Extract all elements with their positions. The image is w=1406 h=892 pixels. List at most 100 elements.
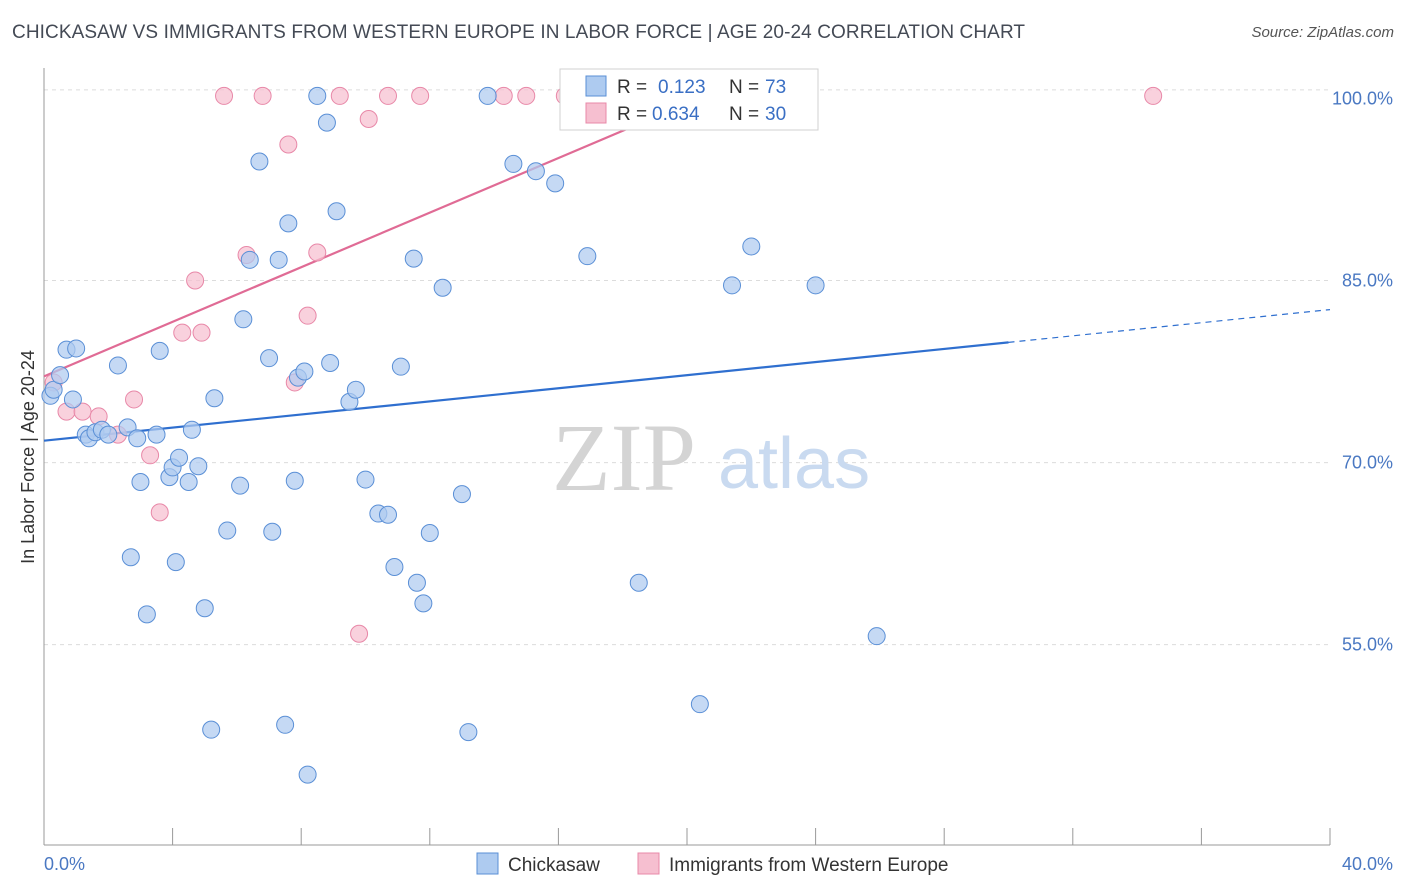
trend-line-0 [43, 341, 1009, 442]
point-0-39 [285, 471, 304, 490]
point-0-29 [218, 521, 237, 540]
legend-r-value-1: 0.123 [658, 77, 706, 98]
x-tick-label-0: 0.0% [44, 854, 85, 874]
point-0-18 [150, 341, 169, 360]
point-0-54 [404, 249, 423, 268]
point-0-55 [407, 573, 426, 592]
trend-lines [43, 88, 1331, 442]
point-0-58 [433, 278, 452, 297]
legend-swatch-chickasaw [585, 75, 607, 97]
point-0-42 [298, 765, 317, 784]
watermark: ZIP atlas [552, 404, 870, 511]
point-1-17 [308, 243, 327, 262]
point-0-13 [121, 548, 140, 567]
point-0-37 [276, 715, 295, 734]
point-0-57 [420, 523, 439, 542]
legend-r-label-1: R = [617, 77, 647, 98]
point-0-68 [690, 695, 709, 714]
series-legend-swatch-chickasaw [476, 852, 499, 875]
point-0-22 [170, 448, 189, 467]
legend-r-value-2: 0.634 [652, 104, 700, 125]
point-0-31 [234, 310, 253, 329]
data-points [41, 85, 1163, 784]
point-1-18 [330, 86, 349, 105]
point-0-28 [205, 389, 224, 408]
point-0-41 [295, 362, 314, 381]
point-0-25 [189, 457, 208, 476]
legend-swatch-immigrants [585, 102, 607, 124]
y-axis-title: In Labor Force | Age 20-24 [18, 350, 38, 564]
point-1-22 [411, 86, 430, 105]
point-0-5 [67, 339, 86, 358]
x-tick-label-1: 40.0% [1342, 854, 1393, 874]
trend-line-1 [43, 88, 720, 378]
stats-legend: R = 0.123 N = 73 R = 0.634 N = 30 [559, 68, 819, 131]
point-1-8 [173, 323, 192, 342]
point-0-52 [385, 557, 404, 576]
point-0-21 [166, 553, 185, 572]
point-0-33 [250, 152, 269, 171]
y-tick-label-1: 70.0% [1342, 453, 1393, 473]
point-1-11 [215, 86, 234, 105]
point-1-19 [350, 624, 369, 643]
gridlines [44, 89, 1330, 646]
point-0-53 [391, 357, 410, 376]
point-0-56 [414, 594, 433, 613]
series-legend: Chickasaw Immigrants from Western Europe [476, 852, 948, 876]
point-0-72 [867, 627, 886, 646]
point-0-4 [63, 390, 82, 409]
point-1-10 [192, 323, 211, 342]
y-tick-label-0: 55.0% [1342, 635, 1393, 655]
point-1-16 [298, 306, 317, 325]
legend-n-value-2: 30 [765, 104, 786, 125]
point-0-46 [327, 202, 346, 221]
point-1-13 [253, 86, 272, 105]
point-0-66 [578, 247, 597, 266]
point-1-9 [186, 271, 205, 290]
source-label: Source: ZipAtlas.com [1251, 24, 1394, 41]
point-0-32 [240, 250, 259, 269]
point-0-30 [231, 476, 250, 495]
legend-n-label-1: N = [729, 77, 759, 98]
point-0-63 [526, 162, 545, 181]
point-0-64 [546, 174, 565, 193]
point-0-43 [308, 86, 327, 105]
point-1-5 [125, 390, 144, 409]
point-0-15 [131, 472, 150, 491]
point-0-44 [317, 113, 336, 132]
legend-r-label-2: R = [617, 104, 647, 125]
point-0-26 [195, 599, 214, 618]
point-0-2 [51, 366, 70, 385]
point-0-23 [179, 472, 198, 491]
point-0-11 [108, 356, 127, 375]
point-0-51 [379, 505, 398, 524]
legend-n-value-1: 73 [765, 77, 786, 98]
point-0-49 [356, 470, 375, 489]
point-0-17 [147, 425, 166, 444]
point-0-34 [260, 349, 279, 368]
point-0-71 [806, 276, 825, 295]
point-0-67 [629, 573, 648, 592]
point-0-35 [263, 522, 282, 541]
y-tick-labels: 55.0% 70.0% 85.0% 100.0% [1332, 88, 1393, 654]
point-1-14 [279, 135, 298, 154]
point-0-62 [504, 154, 523, 173]
point-1-23 [494, 86, 513, 105]
point-0-59 [452, 485, 471, 504]
point-0-36 [269, 250, 288, 269]
point-1-24 [517, 86, 536, 105]
point-0-61 [478, 86, 497, 105]
point-0-69 [723, 276, 742, 295]
series-legend-label-chickasaw: Chickasaw [508, 855, 600, 876]
point-0-27 [202, 720, 221, 739]
watermark-zip: ZIP [552, 404, 696, 511]
series-legend-swatch-immigrants [637, 852, 660, 875]
point-1-6 [141, 446, 160, 465]
point-1-21 [379, 86, 398, 105]
point-0-14 [128, 429, 147, 448]
point-1-20 [359, 109, 378, 128]
x-ticks [43, 828, 1331, 845]
legend-n-label-2: N = [729, 104, 759, 125]
point-1-29 [1144, 86, 1163, 105]
